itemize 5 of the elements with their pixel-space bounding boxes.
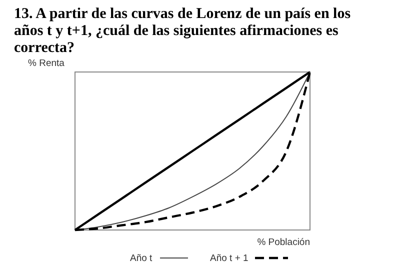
chart-title: 13. A partir de las curvas de Lorenz de un país en los años t y t+1, ¿cuál de las siguientes afirmaciones es correcta? — [14, 6, 351, 56]
legend-label: Año t — [130, 253, 153, 264]
x-axis-title: % Población — [257, 237, 310, 248]
y-axis-title: % Renta — [28, 58, 66, 69]
legend-label: Año t + 1 — [210, 253, 248, 264]
